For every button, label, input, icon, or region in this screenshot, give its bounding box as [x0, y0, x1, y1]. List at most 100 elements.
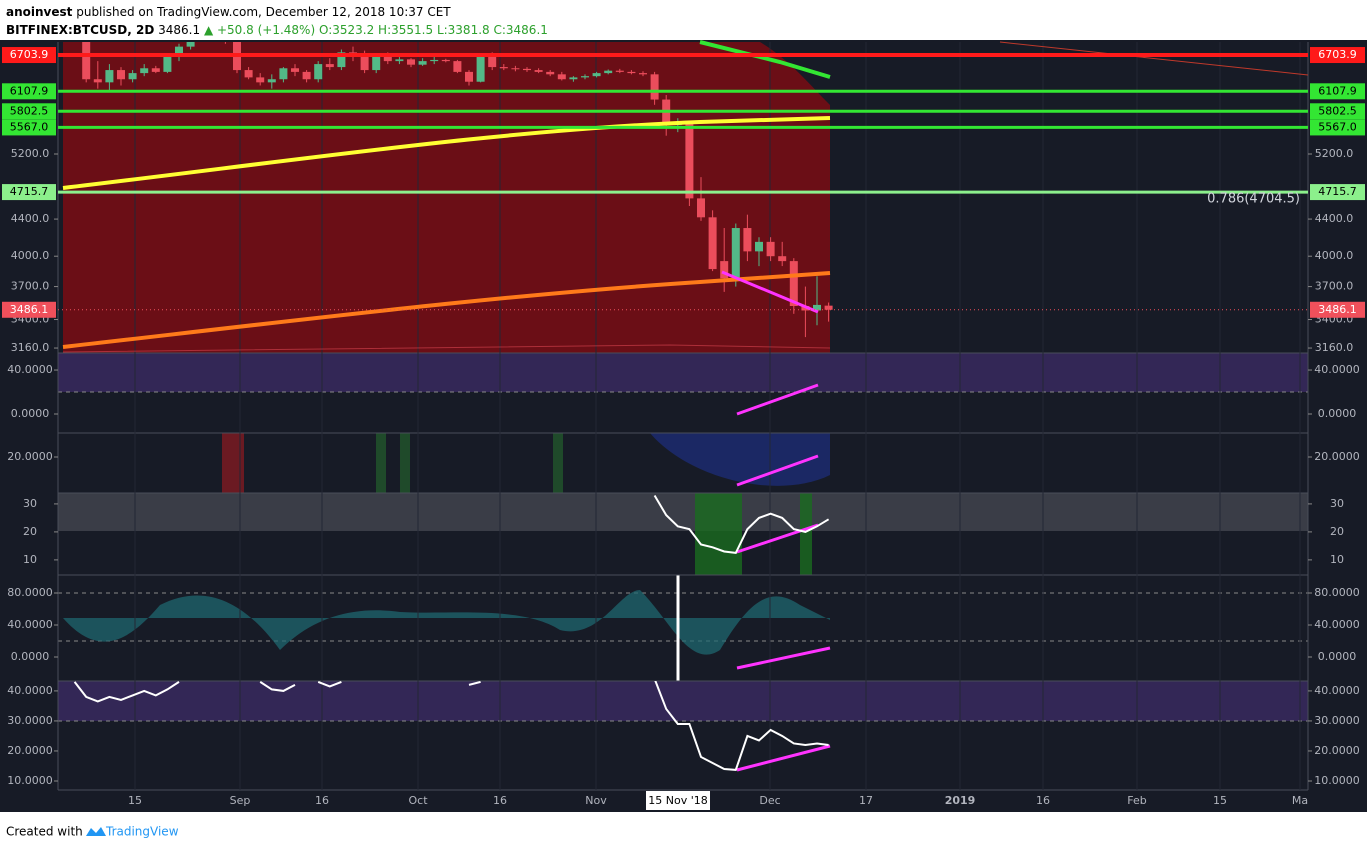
svg-text:anoinvest published on Trading: anoinvest published on TradingView.com, …: [6, 5, 451, 19]
x-tick-label: Sep: [230, 794, 251, 807]
candle-body: [813, 304, 821, 311]
level-label: 6703.9: [10, 48, 49, 61]
level-label: 6107.9: [1318, 84, 1357, 97]
y-tick-label: 40.0000: [1314, 618, 1360, 631]
y-tick-label: 0.0000: [1318, 407, 1357, 420]
y-tick-label: 0.0000: [11, 407, 50, 420]
level-label: 5802.5: [1318, 104, 1357, 117]
y-tick-label: 10: [23, 553, 37, 566]
y-tick-label: 4000.0: [1315, 249, 1354, 262]
y-tick-label: 20.0000: [7, 744, 53, 757]
divergence-lines: [721, 270, 831, 772]
level-label: 5567.0: [1318, 120, 1357, 133]
level-box: [2, 47, 56, 64]
candle-body: [569, 77, 578, 80]
candle-body: [546, 71, 555, 75]
footer-brand[interactable]: TradingView: [105, 825, 179, 839]
y-tick-label: 40.0000: [7, 684, 53, 697]
y-tick-label: 0.0000: [11, 650, 50, 663]
x-tick-label: 15: [128, 794, 142, 807]
author: anoinvest: [6, 5, 73, 19]
candle-body: [708, 217, 717, 270]
candle-body: [499, 67, 508, 69]
high: H:3551.5: [378, 23, 433, 37]
x-tick-label: 16: [493, 794, 507, 807]
moving-average: [699, 40, 831, 79]
y-tick-label: 20: [1330, 525, 1344, 538]
candle-body: [175, 46, 183, 57]
candle-body: [430, 59, 439, 62]
candle-body: [534, 70, 543, 72]
change: ▲ +50.8 (+1.48%): [204, 23, 315, 37]
x-tick-label: 16: [315, 794, 329, 807]
y-tick-label: 10.0000: [7, 774, 53, 787]
y-tick-label: 3160.0: [11, 341, 50, 354]
candle-body: [244, 70, 253, 78]
x-tick-label: Feb: [1127, 794, 1146, 807]
highlight: [553, 433, 563, 493]
band: [58, 353, 1308, 392]
level-label: 3486.1: [1318, 303, 1357, 316]
candle-body: [743, 228, 752, 252]
highlight: [695, 493, 742, 575]
y-tick-label: 20.0000: [7, 450, 53, 463]
candle-body: [395, 59, 404, 62]
y-tick-label: 30: [1330, 497, 1344, 510]
y-tick-label: 4000.0: [11, 249, 50, 262]
candle-body: [314, 64, 323, 80]
candle-body: [488, 56, 497, 68]
x-tick-label: Oct: [408, 794, 428, 807]
level-box: [1310, 301, 1365, 318]
candle-body: [82, 42, 91, 80]
trendline: [62, 344, 831, 353]
candle-body: [720, 261, 729, 279]
svg-text:BITFINEX:BTCUSD, 2D 3486.1 ▲ +: BITFINEX:BTCUSD, 2D 3486.1 ▲ +50.8 (+1.4…: [6, 23, 548, 37]
pane-separators: [57, 42, 1309, 791]
published: published on TradingView.com, December 1…: [76, 5, 451, 19]
footer-created: Created with: [6, 825, 83, 839]
x-tick-label: Nov: [585, 794, 607, 807]
level-box: [1310, 119, 1365, 136]
candle-body: [302, 71, 311, 80]
moving-average: [62, 271, 831, 349]
candle-body: [279, 68, 288, 80]
y-tick-label: 30: [23, 497, 37, 510]
candle-body: [267, 79, 276, 83]
level-label: 4715.7: [10, 185, 49, 198]
overlay-layer: [62, 40, 1309, 772]
low: L:3381.8: [437, 23, 490, 37]
level-box: [1310, 103, 1365, 120]
y-tick-label: 20.0000: [1314, 744, 1360, 757]
candle-body: [337, 52, 346, 68]
crosshair-label: 15 Nov '18: [648, 794, 707, 807]
zone: [63, 42, 830, 353]
candle-body: [441, 59, 450, 62]
candle-body: [766, 241, 775, 257]
indicator-line: [653, 495, 830, 554]
level-box: [2, 119, 56, 136]
highlight: [400, 433, 410, 493]
y-tick-label: 5200.0: [1315, 147, 1354, 160]
candle-body: [372, 56, 381, 71]
candle-body: [360, 55, 369, 71]
y-tick-label: 3160.0: [1315, 341, 1354, 354]
level-label: 6107.9: [10, 84, 49, 97]
level-box: [2, 184, 56, 201]
candle-body: [140, 68, 149, 74]
y-tick-label: 40.0000: [7, 363, 53, 376]
candle-body: [383, 56, 392, 62]
band: [58, 681, 1308, 721]
candle-body: [639, 73, 647, 75]
candle-body: [627, 71, 636, 74]
level-box: [1310, 184, 1365, 201]
y-tick-label: 30.0000: [7, 714, 53, 727]
y-tick-label: 40.0000: [1314, 684, 1360, 697]
y-tick-label: 20: [23, 525, 37, 538]
y-tick-label: 40.0000: [7, 618, 53, 631]
y-tick-label: 4400.0: [11, 212, 50, 225]
y-tick-label: 80.0000: [1314, 586, 1360, 599]
candle-body: [325, 64, 334, 68]
candle-body: [105, 70, 114, 83]
level-label: 3486.1: [10, 303, 49, 316]
